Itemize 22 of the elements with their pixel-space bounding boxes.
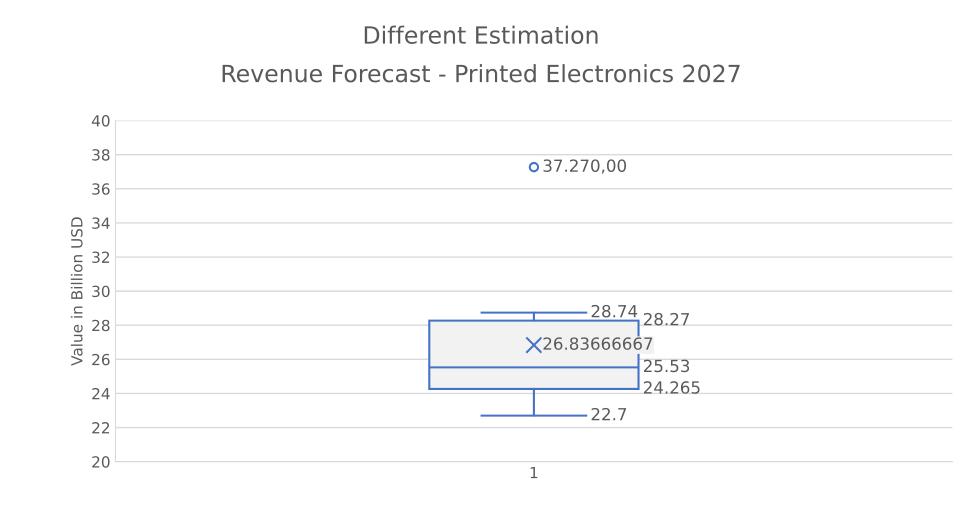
y-axis-title: Value in Billion USD	[70, 217, 83, 366]
y-tick-label: 22	[92, 422, 110, 434]
annotation: 28.74	[592, 304, 638, 318]
y-tick-label: 38	[92, 149, 110, 161]
annotation: 28.27	[644, 312, 689, 326]
y-tick-label: 34	[92, 217, 110, 229]
y-tick-label: 28	[92, 320, 110, 332]
annotation: 22.7	[592, 408, 626, 420]
y-tick-label: 32	[92, 251, 110, 264]
chart-title: Different Estimation	[364, 26, 598, 44]
annotation: 26.83666667	[544, 337, 652, 350]
annotation: 37.270,00	[544, 159, 626, 174]
y-tick-label: 24	[92, 388, 110, 400]
annotation: 25.53	[644, 360, 690, 372]
y-tick-label: 20	[92, 456, 110, 468]
annotation: 24.265	[644, 381, 700, 394]
y-tick-label: 36	[92, 183, 110, 195]
y-tick-label: 30	[92, 286, 110, 298]
chart-subtitle: Revenue Forecast - Printed Electronics 2027	[222, 64, 740, 82]
y-tick-label: 26	[92, 354, 110, 366]
x-tick-label: 1	[530, 467, 538, 478]
y-tick-label: 40	[92, 115, 110, 127]
